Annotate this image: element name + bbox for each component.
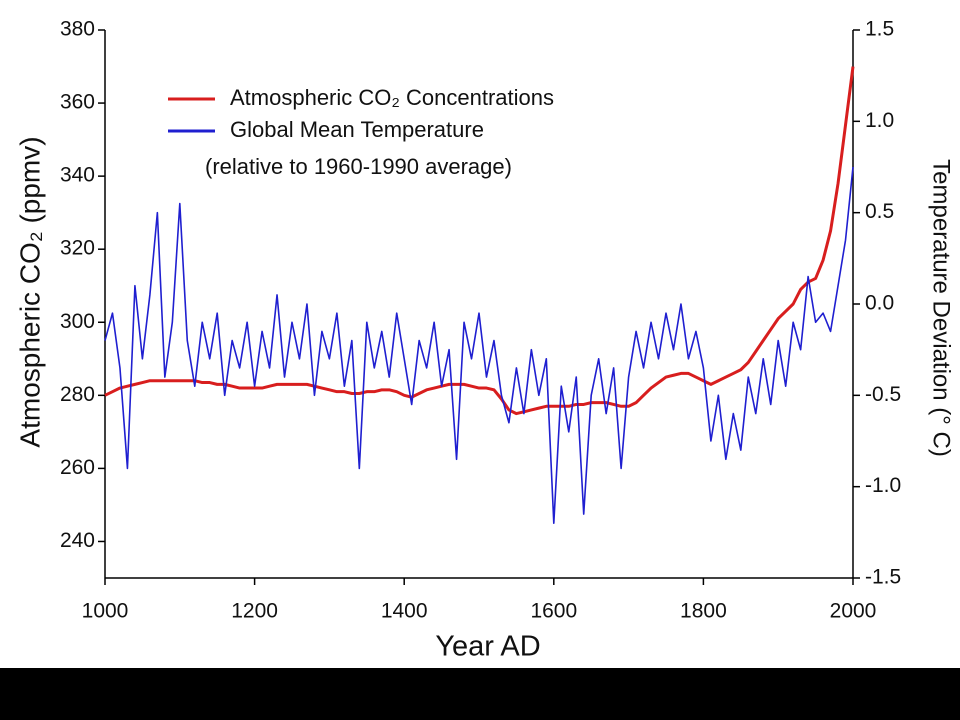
x-tick-label: 1600	[530, 600, 577, 623]
x-tick-label: 1800	[680, 600, 727, 623]
y2-tick-label: -1.5	[865, 566, 901, 589]
x-axis-label: Year AD	[435, 631, 540, 663]
series-line	[104, 166, 854, 524]
y-tick-label: 260	[60, 456, 95, 479]
y-tick-label: 280	[60, 383, 95, 406]
bottom-band	[0, 668, 960, 720]
y2-tick-label: -0.5	[865, 383, 901, 406]
x-tick-label: 2000	[830, 600, 877, 623]
y2-tick-label: 0.5	[865, 200, 894, 223]
y-tick-label: 300	[60, 310, 95, 333]
y2-axis-label: Temperature Deviation (° C)	[928, 159, 955, 457]
series-line	[104, 66, 855, 416]
legend-label: Global Mean Temperature	[230, 117, 484, 142]
y2-tick-label: -1.0	[865, 474, 901, 497]
y-tick-label: 380	[60, 18, 95, 41]
y2-tick-label: 1.5	[865, 18, 894, 41]
x-tick-label: 1400	[381, 600, 428, 623]
y2-tick-label: 0.0	[865, 292, 894, 315]
y-tick-label: 320	[60, 237, 95, 260]
x-tick-label: 1200	[231, 600, 278, 623]
y-tick-label: 240	[60, 529, 95, 552]
x-tick-label: 1000	[82, 600, 129, 623]
y-tick-label: 360	[60, 91, 95, 114]
y2-tick-label: 1.0	[865, 109, 894, 132]
legend-label: Atmospheric CO₂ Concentrations	[230, 85, 554, 110]
annotation: (relative to 1960-1990 average)	[205, 154, 512, 179]
y-axis-label: Atmospheric CO₂ (ppmv)	[14, 136, 45, 447]
y-tick-label: 340	[60, 164, 95, 187]
